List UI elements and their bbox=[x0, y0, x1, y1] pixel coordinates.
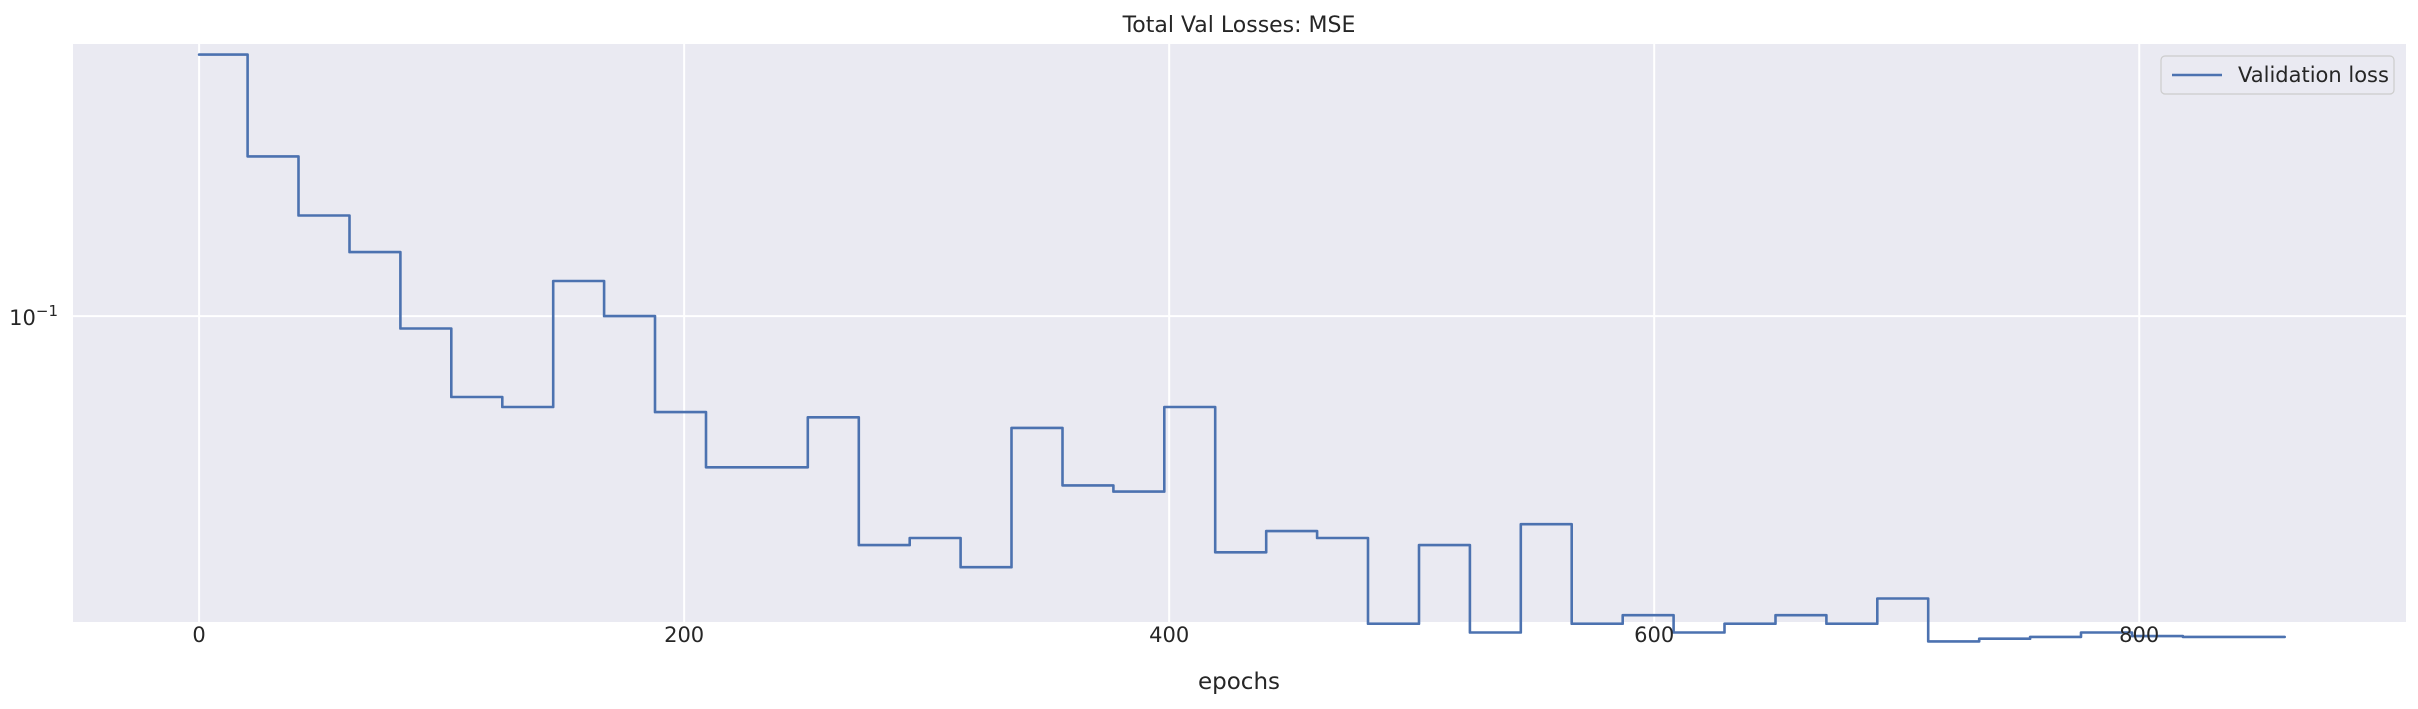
legend: Validation loss bbox=[2160, 55, 2395, 95]
x-tick-label: 200 bbox=[664, 623, 704, 647]
x-axis-label: epochs bbox=[1198, 669, 1280, 695]
y-axis-ticks: 10−1 bbox=[9, 302, 58, 330]
chart-title: Total Val Losses: MSE bbox=[1122, 13, 1356, 38]
series-layer bbox=[197, 53, 2286, 643]
x-axis-ticks: 0 200 400 600 800 bbox=[192, 623, 2159, 647]
x-gridlines bbox=[198, 44, 2141, 622]
series-line-validation-loss bbox=[197, 53, 2286, 643]
legend-box bbox=[2160, 55, 2395, 95]
plot-area bbox=[73, 44, 2406, 622]
x-tick-label: 600 bbox=[1634, 623, 1674, 647]
x-tick-label: 800 bbox=[2119, 623, 2159, 647]
y-tick-label: 10−1 bbox=[9, 302, 58, 330]
x-tick-label: 400 bbox=[1149, 623, 1189, 647]
x-tick-label: 0 bbox=[192, 623, 205, 647]
legend-label-validation-loss: Validation loss bbox=[2238, 63, 2389, 87]
